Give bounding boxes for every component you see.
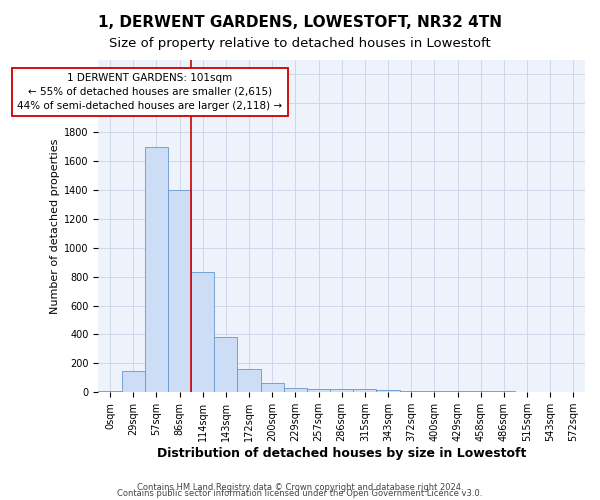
Bar	[376, 390, 400, 392]
Bar	[260, 383, 284, 392]
Y-axis label: Number of detached properties: Number of detached properties	[50, 138, 60, 314]
Bar	[168, 190, 191, 392]
X-axis label: Distribution of detached houses by size in Lowestoft: Distribution of detached houses by size …	[157, 447, 526, 460]
Text: Contains public sector information licensed under the Open Government Licence v3: Contains public sector information licen…	[118, 490, 482, 498]
Bar	[214, 338, 238, 392]
Bar	[145, 146, 168, 392]
Text: Size of property relative to detached houses in Lowestoft: Size of property relative to detached ho…	[109, 38, 491, 51]
Text: 1, DERWENT GARDENS, LOWESTOFT, NR32 4TN: 1, DERWENT GARDENS, LOWESTOFT, NR32 4TN	[98, 15, 502, 30]
Bar	[400, 391, 423, 392]
Bar	[307, 388, 330, 392]
Bar	[122, 370, 145, 392]
Bar	[284, 388, 307, 392]
Bar	[98, 391, 122, 392]
Bar	[330, 390, 353, 392]
Bar	[238, 369, 260, 392]
Bar	[191, 272, 214, 392]
Text: Contains HM Land Registry data © Crown copyright and database right 2024.: Contains HM Land Registry data © Crown c…	[137, 484, 463, 492]
Text: 1 DERWENT GARDENS: 101sqm
← 55% of detached houses are smaller (2,615)
44% of se: 1 DERWENT GARDENS: 101sqm ← 55% of detac…	[17, 73, 283, 111]
Bar	[353, 390, 376, 392]
